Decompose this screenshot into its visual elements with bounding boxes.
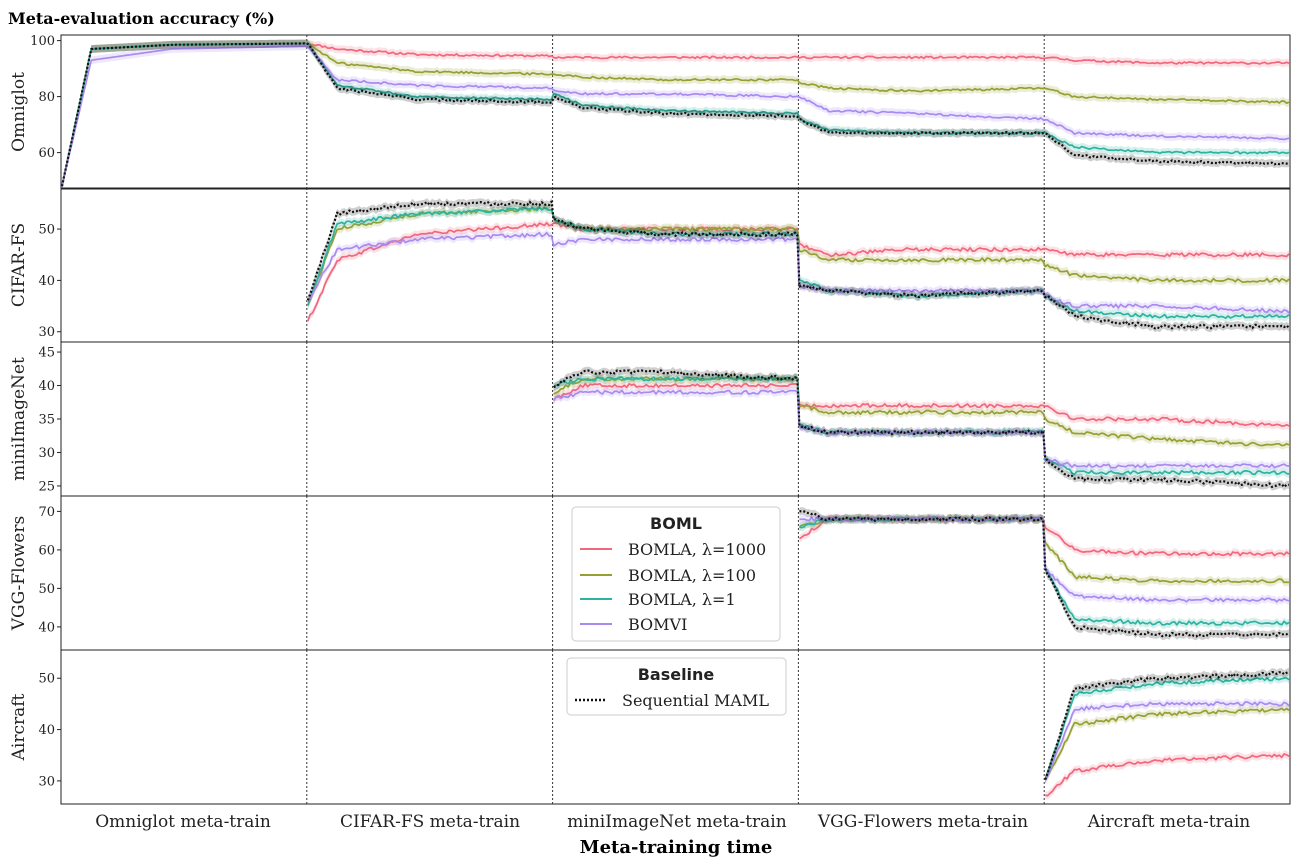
legend-label-sequential-maml: Sequential MAML — [622, 691, 769, 710]
band-bomvi — [553, 386, 1289, 472]
series-line-bomla-lambda-1 — [1044, 676, 1290, 780]
legend-label-bomvi: BOMVI — [628, 615, 687, 634]
series-line-bomla-lambda-1 — [61, 42, 1290, 187]
panel-ylabel: miniImageNet — [9, 357, 29, 481]
y-tick-label: 80 — [38, 90, 55, 105]
y-tick-label: 25 — [38, 479, 55, 494]
phase-label-omniglot: Omniglot meta-train — [95, 812, 271, 832]
legend-baseline-title: Baseline — [638, 665, 715, 684]
legend-boml-title: BOML — [650, 514, 702, 533]
panel-ylabel: Omniglot — [9, 72, 29, 152]
y-tick-label: 50 — [38, 672, 55, 687]
phase-label-vgg-flowers: VGG-Flowers meta-train — [817, 812, 1028, 832]
series-line-bomvi — [1044, 701, 1290, 781]
y-tick-label: 70 — [38, 505, 55, 520]
band-sequential-maml — [799, 507, 1289, 641]
legend-label-bomla-100: BOMLA, λ=100 — [628, 566, 756, 585]
panel-cifar-fs: 30 40 50 CIFAR-FS — [9, 187, 1291, 343]
x-axis-label: Meta-training time — [580, 837, 773, 857]
y-tick-label: 50 — [38, 582, 55, 597]
y-tick-label: 50 — [38, 223, 55, 238]
band-sequential-maml — [307, 197, 1289, 333]
phase-labels: Omniglot meta-train CIFAR-FS meta-train … — [95, 812, 1250, 832]
chart-title: Meta-evaluation accuracy (%) — [8, 9, 275, 28]
legend-label-bomla-1: BOMLA, λ=1 — [628, 590, 736, 609]
y-tick-label: 30 — [38, 446, 55, 461]
series-line-bomla-lambda-100 — [1044, 707, 1290, 781]
y-tick-label: 35 — [38, 413, 55, 428]
y-tick-label: 45 — [38, 346, 55, 361]
panel-frame — [60, 34, 1291, 190]
series-line-sequential-maml — [553, 369, 1290, 489]
band-bomvi — [62, 42, 1289, 191]
series-line-bomla-lambda-1000 — [1045, 753, 1290, 797]
y-tick-label: 30 — [38, 774, 55, 789]
legend-baseline: Baseline Sequential MAML — [566, 657, 787, 716]
band-bomvi — [1045, 698, 1289, 784]
y-tick-label: 40 — [38, 379, 55, 394]
panel-ylabel: Aircraft — [9, 693, 29, 761]
panel-omniglot: 60 80 100 Omniglot — [9, 34, 1291, 191]
legend-boml-frame — [571, 506, 781, 642]
legend-label-bomla-1000: BOMLA, λ=1000 — [628, 540, 766, 559]
band-sequential-maml — [553, 366, 1289, 491]
panels: 60 80 100 Omniglot 30 40 50 CIFAR-FS 25 30 35 40 45 m… — [9, 34, 1291, 805]
y-tick-label: 100 — [30, 34, 55, 49]
y-tick-label: 40 — [38, 723, 55, 738]
band-bomla-lambda-1000 — [307, 219, 1289, 325]
band-bomla-lambda-1000 — [1045, 750, 1289, 800]
series-line-sequential-maml — [1044, 670, 1290, 780]
y-tick-label: 30 — [38, 325, 55, 340]
legend-boml: BOML BOMLA, λ=1000 BOMLA, λ=100 BOMLA, λ… — [571, 506, 781, 642]
series-line-sequential-maml — [799, 509, 1290, 638]
y-tick-label: 40 — [38, 274, 55, 289]
y-tick-label: 60 — [38, 146, 55, 161]
phase-label-cifar-fs: CIFAR-FS meta-train — [340, 812, 520, 832]
phase-label-miniimagenet: miniImageNet meta-train — [567, 812, 786, 832]
series-line-bomvi — [307, 231, 1290, 314]
band-sequential-maml — [62, 39, 1289, 190]
series-line-bomvi — [61, 45, 1290, 187]
band-bomla-lambda-100 — [553, 373, 1289, 450]
series-line-bomvi — [552, 389, 1290, 469]
panel-ylabel: VGG-Flowers — [9, 516, 29, 631]
legend-baseline-frame — [566, 657, 787, 716]
band-bomvi — [799, 513, 1289, 606]
series-line-bomla-lambda-1000 — [552, 382, 1290, 427]
panel-frame — [60, 649, 1291, 805]
y-tick-label: 60 — [38, 543, 55, 558]
y-tick-label: 40 — [38, 620, 55, 635]
panel-ylabel: CIFAR-FS — [9, 223, 29, 307]
panel-aircraft: 30 40 50 Aircraft — [9, 649, 1291, 805]
panel-miniimagenet: 25 30 35 40 45 miniImageNet — [9, 341, 1291, 497]
phase-label-aircraft: Aircraft meta-train — [1087, 812, 1251, 832]
